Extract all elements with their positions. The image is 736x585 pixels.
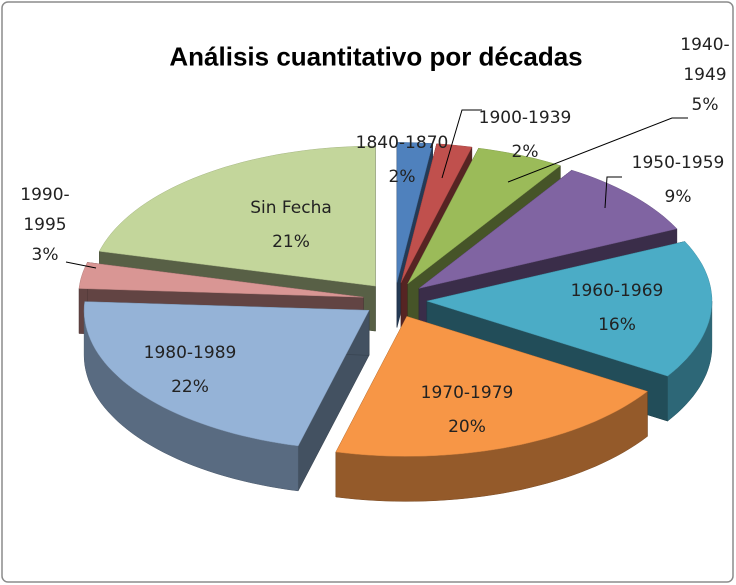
slice — [396, 142, 434, 283]
slice — [83, 301, 370, 447]
slice — [335, 316, 648, 457]
category-label: 1960-1969 — [570, 281, 664, 301]
data-label: 1940-1949 5% — [679, 30, 731, 120]
slice — [98, 145, 376, 287]
category-label: 1840-1870 — [355, 133, 449, 153]
value-label: 2% — [388, 167, 416, 187]
leader-line — [441, 109, 482, 179]
data-label: 1840-1870 2% — [356, 126, 449, 194]
slice — [407, 147, 561, 284]
data-label: 1990-1995 3% — [19, 180, 71, 270]
slice — [425, 241, 713, 377]
value-label: 3% — [31, 245, 59, 265]
data-label: 1970-1979 20% — [421, 376, 514, 444]
category-label: 1950-1959 — [631, 153, 725, 173]
value-label: 2% — [511, 142, 539, 162]
leader-line — [507, 117, 688, 183]
slice — [418, 169, 678, 289]
category-label: 1970-1979 — [420, 383, 514, 403]
value-label: 20% — [448, 417, 486, 437]
category-label: 1900-1939 — [478, 108, 572, 128]
data-label: Sin Fecha 21% — [250, 191, 332, 259]
data-label: 1950-1959 9% — [632, 146, 725, 214]
leader-line — [604, 176, 622, 209]
category-label: 1990-1995 — [20, 185, 70, 235]
value-label: 9% — [664, 187, 692, 207]
value-label: 22% — [171, 377, 209, 397]
category-label: Sin Fecha — [250, 198, 332, 218]
leader-line — [65, 261, 97, 269]
category-label: 1980-1989 — [143, 343, 237, 363]
slice — [78, 262, 364, 298]
data-label: 1960-1969 16% — [571, 274, 664, 342]
data-label: 1900-1939 2% — [479, 101, 572, 169]
value-label: 21% — [272, 232, 310, 252]
value-label: 16% — [598, 315, 636, 335]
category-label: 1940-1949 — [680, 35, 730, 85]
data-label: 1980-1989 22% — [144, 336, 237, 404]
slice — [400, 143, 473, 283]
chart-title: Análisis cuantitativo por décadas — [169, 41, 583, 72]
value-label: 5% — [691, 95, 719, 115]
slices — [78, 142, 713, 502]
